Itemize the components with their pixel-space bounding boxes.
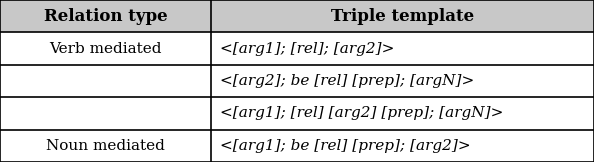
Bar xyxy=(211,32,594,65)
Text: <[arg1]; [rel]; [arg2]>: <[arg1]; [rel]; [arg2]> xyxy=(220,42,394,56)
Text: <[arg1]; [rel] [arg2] [prep]; [argN]>: <[arg1]; [rel] [arg2] [prep]; [argN]> xyxy=(220,106,503,120)
Text: <[arg1]; be [rel] [prep]; [arg2]>: <[arg1]; be [rel] [prep]; [arg2]> xyxy=(220,139,470,153)
Text: Triple template: Triple template xyxy=(331,8,474,25)
Bar xyxy=(0,65,211,97)
Text: <[arg2]; be [rel] [prep]; [argN]>: <[arg2]; be [rel] [prep]; [argN]> xyxy=(220,74,474,88)
Bar xyxy=(0,97,211,130)
Text: Noun mediated: Noun mediated xyxy=(46,139,165,153)
Bar xyxy=(211,97,594,130)
Bar xyxy=(211,0,594,32)
Bar xyxy=(211,65,594,97)
Text: Verb mediated: Verb mediated xyxy=(49,42,162,56)
Bar xyxy=(0,130,211,162)
Bar xyxy=(0,0,211,32)
Bar xyxy=(211,130,594,162)
Text: Relation type: Relation type xyxy=(43,8,168,25)
Bar xyxy=(0,32,211,65)
